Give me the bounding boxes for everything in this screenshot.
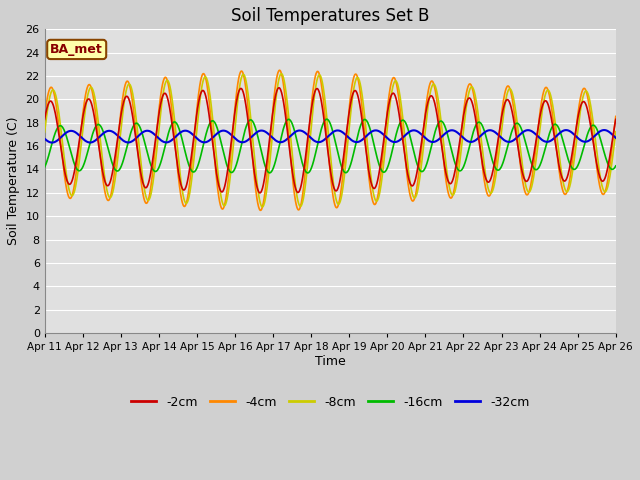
Legend: -2cm, -4cm, -8cm, -16cm, -32cm: -2cm, -4cm, -8cm, -16cm, -32cm [126, 391, 534, 414]
Title: Soil Temperatures Set B: Soil Temperatures Set B [231, 7, 429, 25]
Text: BA_met: BA_met [51, 43, 103, 56]
X-axis label: Time: Time [315, 355, 346, 368]
Y-axis label: Soil Temperature (C): Soil Temperature (C) [7, 117, 20, 245]
